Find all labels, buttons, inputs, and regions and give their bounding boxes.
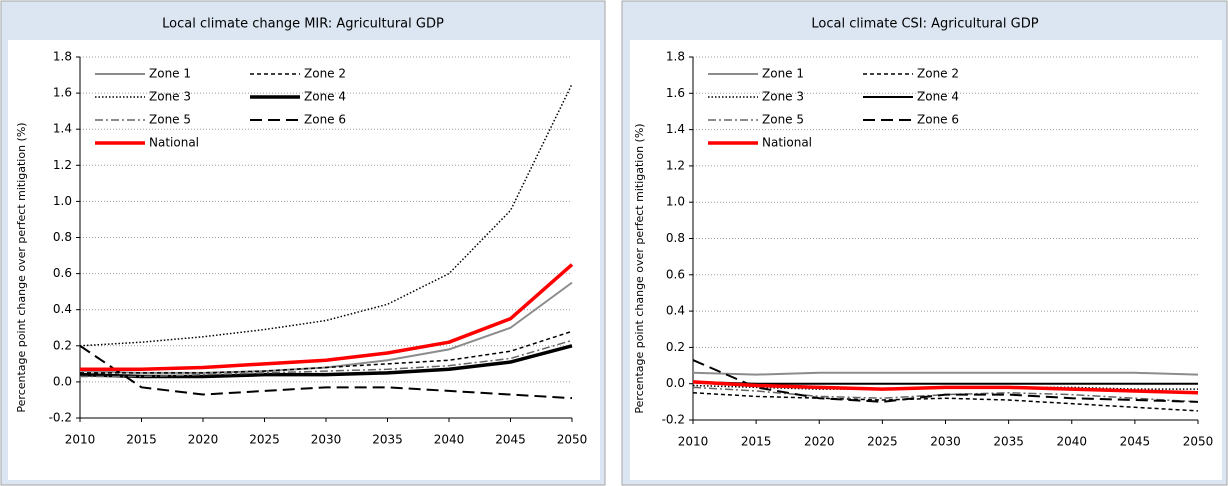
x-tick-label: 2030 — [930, 435, 961, 449]
x-tick-label: 2045 — [495, 433, 526, 447]
y-tick-label: 1.0 — [53, 194, 72, 208]
legend-label: Zone 1 — [762, 67, 804, 81]
legend-label: Zone 6 — [917, 113, 959, 127]
y-tick-label: 1.8 — [666, 50, 685, 64]
legend-label: Zone 3 — [149, 90, 191, 104]
y-tick-label: -0.2 — [662, 413, 685, 427]
legend-label: Zone 6 — [304, 113, 346, 127]
series-line — [692, 392, 1199, 412]
y-tick-label: 0.6 — [53, 266, 72, 280]
series-line — [79, 344, 573, 400]
x-tick-label: 2025 — [249, 433, 280, 447]
y-tick-label: 0.4 — [666, 304, 685, 318]
x-tick-label: 2015 — [126, 433, 157, 447]
series-line — [692, 380, 1199, 395]
plot-bg — [8, 40, 600, 480]
x-tick-label: 2045 — [1120, 435, 1151, 449]
y-axis-label: Percentage point change over perfect mit… — [633, 123, 646, 413]
y-tick-label: -0.2 — [49, 411, 72, 425]
series-line — [80, 263, 574, 372]
x-tick-label: 2010 — [65, 433, 96, 447]
series-line — [692, 380, 1198, 385]
legend-label: National — [762, 136, 812, 150]
chart-title: Local climate CSI: Agricultural GDP — [811, 17, 1038, 32]
y-tick-label: 1.2 — [666, 158, 685, 172]
x-tick-label: 2040 — [434, 433, 465, 447]
legend-label: Zone 5 — [149, 113, 191, 127]
y-tick-label: 0.2 — [666, 340, 685, 354]
y-tick-label: 0.0 — [666, 376, 685, 390]
legend-label: Zone 2 — [917, 67, 959, 81]
y-tick-label: 1.4 — [666, 122, 685, 136]
series-line — [80, 330, 573, 374]
series-line — [79, 83, 573, 347]
x-tick-label: 2035 — [993, 435, 1024, 449]
y-axis-label: Percentage point change over perfect mit… — [15, 122, 28, 412]
y-tick-label: 1.0 — [666, 195, 685, 209]
legend-label: Zone 5 — [762, 113, 804, 127]
x-tick-label: 2050 — [557, 433, 588, 447]
x-tick-label: 2030 — [311, 433, 342, 447]
legend-label: Zone 2 — [304, 67, 346, 81]
y-tick-label: 1.2 — [53, 158, 72, 172]
chart-title: Local climate change MIR: Agricultural G… — [162, 17, 444, 32]
y-tick-label: 0.0 — [53, 374, 72, 388]
legend-label: Zone 3 — [762, 90, 804, 104]
series-line — [692, 359, 1199, 403]
legend-label: Zone 4 — [304, 90, 346, 104]
legend-label: Zone 1 — [149, 67, 191, 81]
y-tick-label: 0.6 — [666, 267, 685, 281]
x-tick-label: 2015 — [741, 435, 772, 449]
y-tick-label: 0.8 — [53, 230, 72, 244]
x-tick-label: 2050 — [1183, 435, 1214, 449]
y-tick-label: 0.4 — [53, 302, 72, 316]
x-tick-label: 2020 — [188, 433, 219, 447]
y-tick-label: 1.6 — [666, 86, 685, 100]
legend-label: Zone 4 — [917, 90, 959, 104]
x-tick-label: 2040 — [1056, 435, 1087, 449]
series-line — [80, 339, 573, 378]
y-tick-label: 0.8 — [666, 231, 685, 245]
y-tick-label: 0.2 — [53, 338, 72, 352]
y-tick-label: 1.6 — [53, 86, 72, 100]
plot-bg — [630, 40, 1222, 480]
x-tick-label: 2020 — [804, 435, 835, 449]
series-line — [692, 371, 1199, 376]
x-tick-label: 2025 — [867, 435, 898, 449]
y-tick-label: 1.4 — [53, 122, 72, 136]
legend-label: National — [149, 136, 199, 150]
y-tick-label: 1.8 — [53, 50, 72, 64]
x-tick-label: 2010 — [678, 435, 709, 449]
x-tick-label: 2035 — [372, 433, 403, 447]
